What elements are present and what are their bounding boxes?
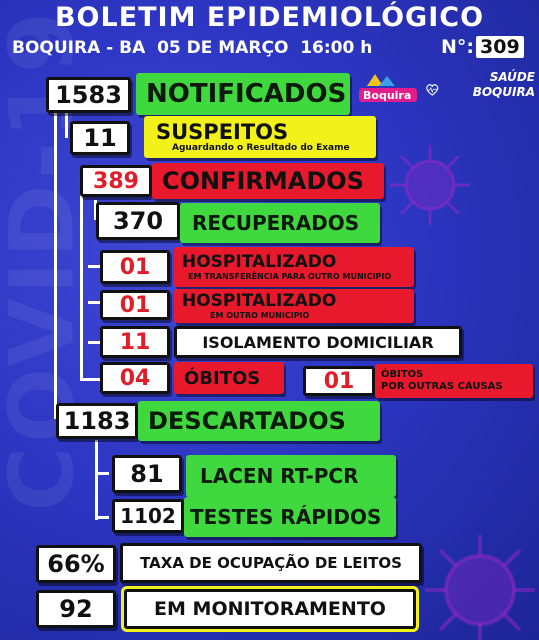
location-date: BOQUIRA - BA 05 DE MARÇO 16:00 h xyxy=(12,38,373,58)
descartados-value: 1183 xyxy=(56,403,138,439)
confirmados-label: CONFIRMADOS xyxy=(152,163,384,199)
lacen-label: LACEN RT-PCR xyxy=(186,455,396,497)
saude-line2: BOQUIRA xyxy=(472,85,535,99)
suspeitos-sublabel: Aguardando o Resultado do Exame xyxy=(172,142,350,153)
descartados-label: DESCARTADOS xyxy=(138,401,380,441)
hosp-transfer-label: HOSPITALIZADO xyxy=(182,251,337,272)
obitos-outras-label-box: ÓBITOS POR OUTRAS CAUSAS xyxy=(375,364,533,398)
ocupacao-value: 66% xyxy=(36,545,116,583)
obitos-label: ÓBITOS xyxy=(174,362,284,394)
boquira-logo-text: Boquira xyxy=(363,89,412,102)
hosp-transfer-sublabel: EM TRANSFERÊNCIA PARA OUTRO MUNICIPIO xyxy=(188,271,392,281)
obitos-value: 04 xyxy=(100,362,170,394)
tree-line xyxy=(80,378,102,381)
obitos-outras-line2: POR OUTRAS CAUSAS xyxy=(381,381,503,392)
recuperados-label: RECUPERADOS xyxy=(180,203,380,243)
tree-line xyxy=(88,301,100,304)
tree-line xyxy=(94,200,97,220)
tree-line xyxy=(95,472,109,475)
tree-line xyxy=(95,516,109,519)
tree-line xyxy=(65,110,68,138)
suspeitos-label-box: SUSPEITOS Aguardando o Resultado do Exam… xyxy=(144,116,376,158)
monitoramento-label: EM MONITORAMENTO xyxy=(124,589,416,629)
tree-line xyxy=(54,110,57,418)
bulletin-number-value: 309 xyxy=(476,36,524,58)
bulletin-number-label: N°: xyxy=(441,36,474,58)
suspeitos-value: 11 xyxy=(70,121,130,155)
isolamento-label: ISOLAMENTO DOMICILIAR xyxy=(174,326,462,358)
obitos-outras-value: 01 xyxy=(303,366,375,396)
hosp-transfer-label-box: HOSPITALIZADO EM TRANSFERÊNCIA PARA OUTR… xyxy=(174,247,414,287)
notificados-value: 1583 xyxy=(46,77,131,113)
obitos-outras-line1: ÓBITOS xyxy=(381,369,424,380)
bulletin-number: N°: 309 xyxy=(441,36,524,58)
tree-line xyxy=(80,180,83,380)
hosp-outro-label-box: HOSPITALIZADO EM OUTRO MUNICIPIO xyxy=(174,289,414,323)
boquira-city-logo: Boquira xyxy=(357,72,419,104)
saude-boquira-logo: SAÚDE BOQUIRA xyxy=(465,70,535,100)
ocupacao-label: TAXA DE OCUPAÇÃO DE LEITOS xyxy=(120,543,422,583)
tree-line xyxy=(95,440,98,520)
lacen-value: 81 xyxy=(112,455,182,493)
confirmados-value: 389 xyxy=(80,165,152,197)
monitoramento-value: 92 xyxy=(36,590,116,628)
saude-line1: SAÚDE xyxy=(489,70,535,84)
testes-value: 1102 xyxy=(112,499,184,533)
recuperados-value: 370 xyxy=(96,202,180,240)
tree-line xyxy=(88,265,100,268)
notificados-label: NOTIFICADOS xyxy=(136,73,350,115)
hosp-outro-sublabel: EM OUTRO MUNICIPIO xyxy=(210,310,310,320)
tree-line xyxy=(88,341,100,344)
heart-pulse-icon xyxy=(426,84,439,96)
hosp-outro-label: HOSPITALIZADO xyxy=(182,290,337,311)
virus-icon xyxy=(390,145,470,225)
hosp-outro-value: 01 xyxy=(100,290,170,320)
hosp-transfer-value: 01 xyxy=(100,250,170,284)
isolamento-value: 11 xyxy=(100,326,170,358)
testes-label: TESTES RÁPIDOS xyxy=(184,497,396,537)
virus-icon xyxy=(425,535,535,640)
bulletin-title: BOLETIM EPIDEMIOLÓGICO xyxy=(54,2,485,33)
suspeitos-label: SUSPEITOS xyxy=(156,119,289,144)
